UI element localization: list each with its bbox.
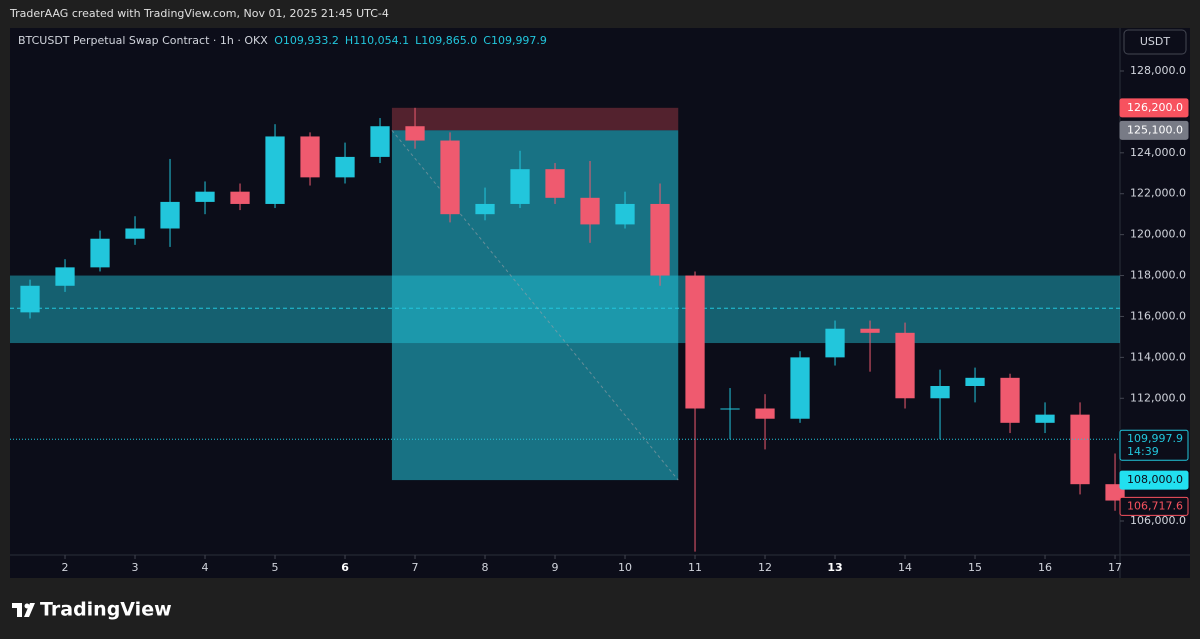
price-label-box — [1119, 429, 1189, 461]
candle-body — [1000, 377, 1020, 423]
target-zone — [391, 130, 679, 481]
price-label-box — [1119, 98, 1189, 118]
x-tick-label: 2 — [62, 561, 69, 574]
candle-body — [475, 203, 495, 215]
candle-body — [965, 377, 985, 387]
y-tick-label: 120,000.0 — [1130, 228, 1186, 241]
candle-body — [930, 386, 950, 399]
y-tick-label: 114,000.0 — [1130, 350, 1186, 363]
y-tick-label: 124,000.0 — [1130, 146, 1186, 159]
y-tick-label: 116,000.0 — [1130, 309, 1186, 322]
candle-body — [510, 169, 530, 204]
candle-body — [55, 267, 75, 286]
candle-body — [615, 203, 635, 225]
candle-body — [1035, 414, 1055, 423]
price-label-box — [1119, 470, 1189, 490]
x-tick-label: 14 — [898, 561, 912, 574]
candle-body — [790, 357, 810, 419]
y-tick-label: 118,000.0 — [1130, 269, 1186, 282]
ohlc-value: L109,865.0 — [415, 34, 477, 47]
logo-dot — [24, 603, 30, 609]
candle-body — [1070, 414, 1090, 485]
stop-zone — [391, 107, 679, 131]
price-label-box — [1119, 120, 1189, 140]
x-tick-label: 10 — [618, 561, 632, 574]
candle-body — [580, 197, 600, 225]
candle-body — [300, 136, 320, 178]
brand: TradingView — [40, 599, 172, 621]
currency[interactable]: USDT — [1140, 35, 1171, 48]
price-label: 125,100.0 — [1127, 123, 1183, 136]
candle-body — [160, 201, 180, 229]
ohlc-value: C109,997.9 — [483, 34, 547, 47]
candle-body — [230, 191, 250, 204]
price-label: 126,200.0 — [1127, 101, 1183, 114]
candle-body — [755, 408, 775, 419]
x-tick-label: 9 — [552, 561, 559, 574]
y-tick-label: 106,000.0 — [1130, 514, 1186, 527]
candle-body — [895, 332, 915, 399]
caption: TraderAAG created with TradingView.com, … — [9, 7, 389, 20]
candle-body — [265, 136, 285, 204]
candle-body — [405, 126, 425, 141]
candle-body — [370, 126, 390, 157]
x-tick-label: 8 — [482, 561, 489, 574]
y-tick-label: 128,000.0 — [1130, 64, 1186, 77]
price-label: 109,997.9 — [1127, 432, 1183, 445]
x-tick-label: 7 — [412, 561, 419, 574]
ohlc-value: O109,933.2 — [274, 34, 339, 47]
x-tick-label: 12 — [758, 561, 772, 574]
candle-body — [335, 156, 355, 178]
y-tick-label: 112,000.0 — [1130, 391, 1186, 404]
candle-body — [685, 275, 705, 409]
candle-body — [545, 169, 565, 198]
x-tick-label: 16 — [1038, 561, 1052, 574]
price-label: 108,000.0 — [1127, 473, 1183, 486]
y-tick-label: 122,000.0 — [1130, 187, 1186, 200]
ohlc-value: H110,054.1 — [345, 34, 409, 47]
currency-button[interactable] — [1123, 29, 1187, 55]
x-tick-label: 15 — [968, 561, 982, 574]
x-tick-label: 6 — [341, 561, 349, 574]
candle-body — [20, 285, 40, 313]
x-tick-label: 5 — [272, 561, 279, 574]
price-label-box — [1119, 496, 1189, 516]
x-tick-label: 3 — [132, 561, 139, 574]
price-label: 106,717.6 — [1127, 499, 1183, 512]
symbol-title: BTCUSDT Perpetual Swap Contract · 1h · O… — [18, 34, 268, 47]
candle-body — [195, 191, 215, 202]
x-tick-label: 11 — [688, 561, 702, 574]
candle-body — [650, 203, 670, 276]
brand-logo — [12, 603, 35, 617]
x-tick-label: 13 — [827, 561, 842, 574]
candle-body — [90, 238, 110, 268]
x-tick-label: 4 — [202, 561, 209, 574]
plot — [10, 107, 1125, 552]
x-tick-label: 17 — [1108, 561, 1122, 574]
countdown: 14:39 — [1127, 445, 1159, 458]
candle-body — [860, 328, 880, 333]
candle-body — [720, 408, 740, 410]
candle-body — [440, 140, 460, 215]
candle-body — [125, 228, 145, 239]
candle-body — [825, 328, 845, 358]
